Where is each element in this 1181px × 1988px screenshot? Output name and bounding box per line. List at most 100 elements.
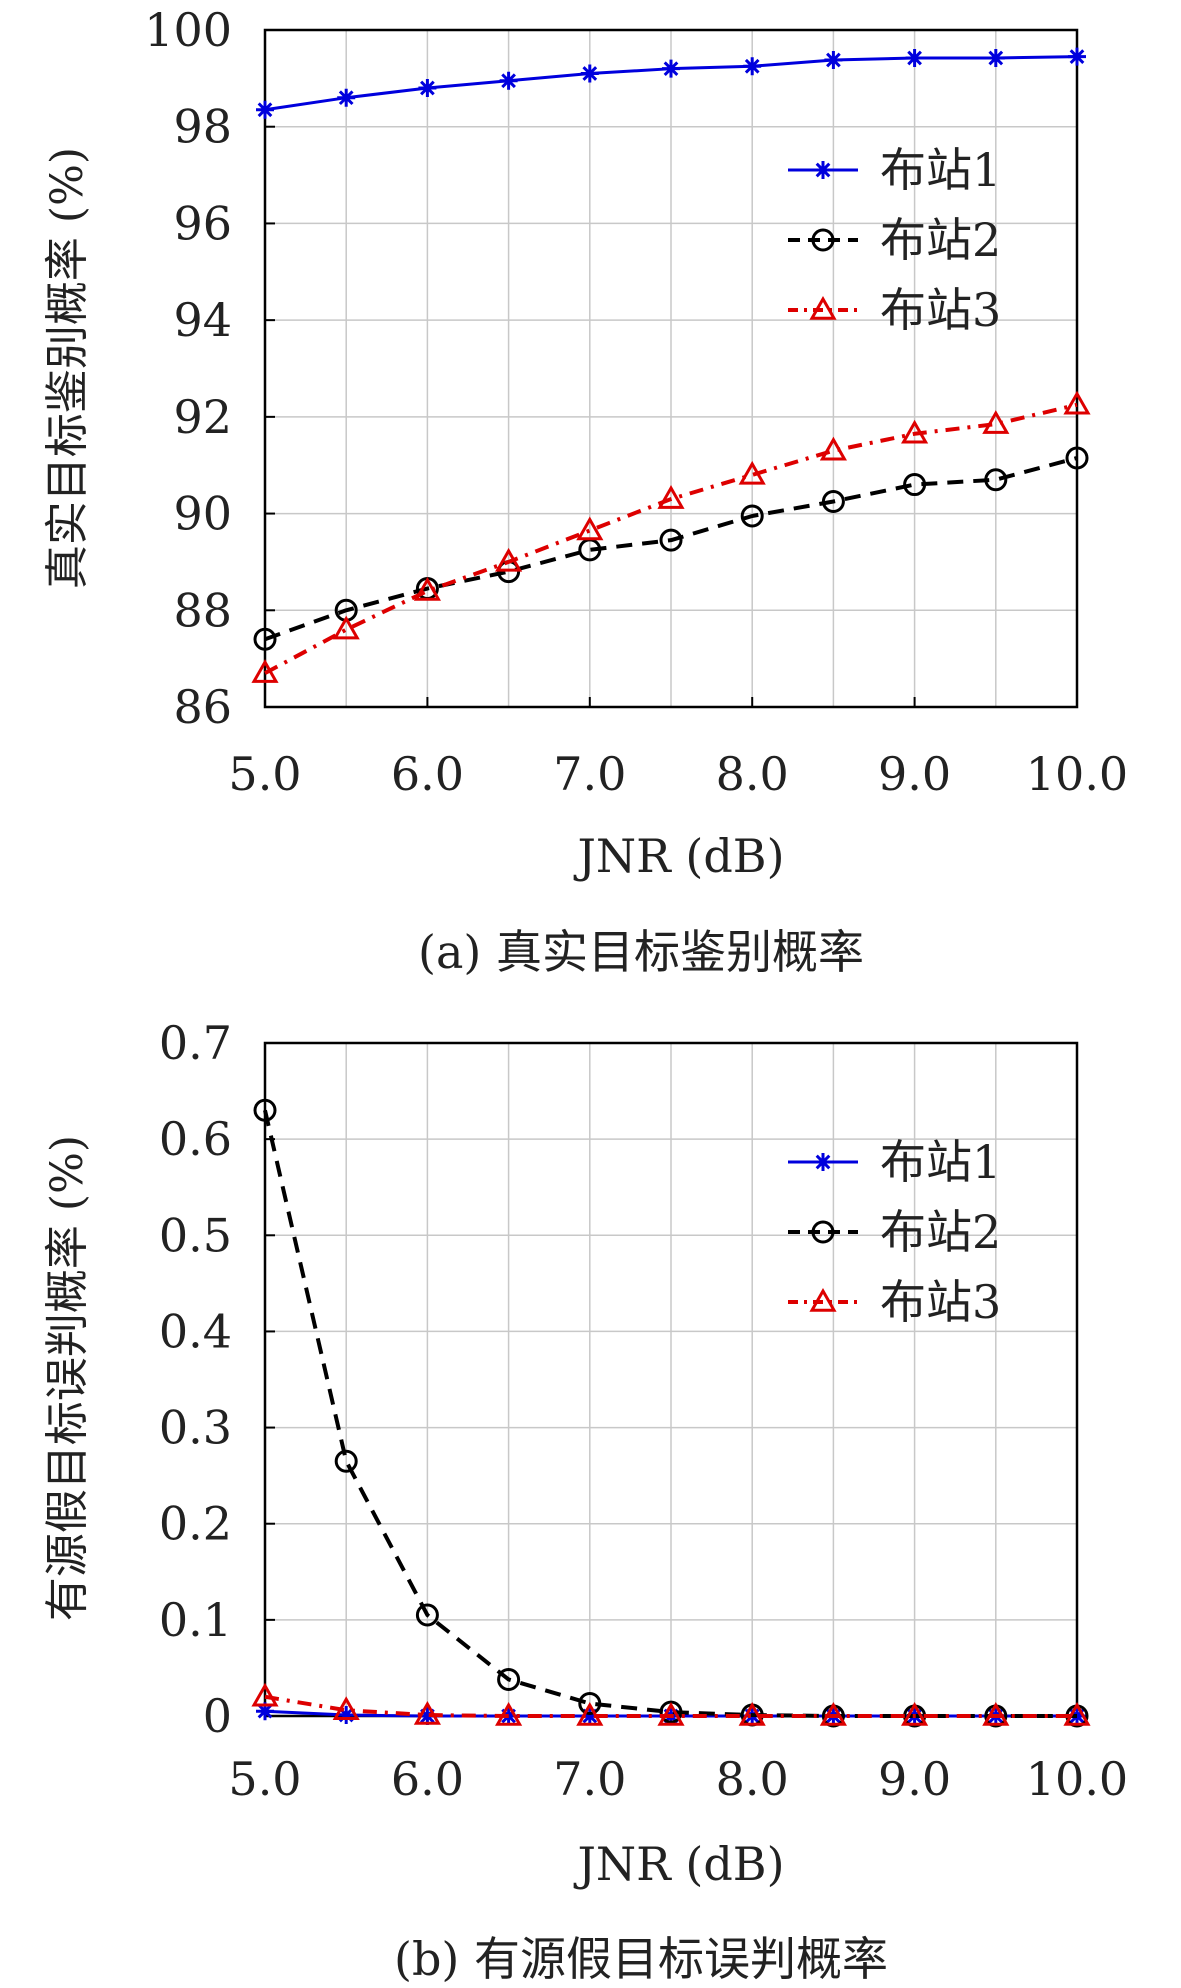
- legend-marker: [814, 1153, 832, 1171]
- y-tick-label: 0.4: [159, 1304, 232, 1358]
- data-point: [982, 1701, 1010, 1726]
- chart-a: 5.0 6.0 7.0 8.0 9.0 10.0 86 88 90 92 94 96 98 100 JNR …: [42, 3, 1128, 979]
- data-point: [901, 419, 929, 444]
- x-tick-label: 6.0: [391, 1752, 464, 1806]
- data-point: [982, 410, 1010, 434]
- data-point: [984, 468, 1008, 492]
- data-point: [253, 1098, 277, 1122]
- y-tick-label: 92: [173, 390, 232, 444]
- data-point: [903, 473, 927, 497]
- y-tick-label: 90: [173, 487, 232, 541]
- x-tick-label: 9.0: [878, 747, 951, 801]
- x-tick-label: 6.0: [391, 747, 464, 801]
- legend-label: 布站1: [880, 1135, 1001, 1189]
- series-3: [251, 1682, 1091, 1726]
- data-point: [659, 528, 683, 552]
- data-point: [256, 100, 274, 119]
- figure-caption: (a) 真实目标鉴别概率: [418, 925, 864, 979]
- data-point: [1063, 390, 1091, 415]
- series-3: [251, 390, 1091, 683]
- y-axis-label: 有源假目标误判概率 (%): [42, 1135, 93, 1621]
- data-point: [495, 1701, 523, 1726]
- data-point: [578, 1692, 602, 1716]
- data-point: [334, 1449, 358, 1473]
- data-point: [580, 1707, 599, 1725]
- y-tick-label: 98: [173, 100, 232, 154]
- data-point: [418, 79, 437, 98]
- y-tick-label: 0.3: [159, 1401, 232, 1455]
- legend-marker: [814, 161, 832, 179]
- data-point: [986, 49, 1005, 68]
- series-line: [263, 1109, 1077, 1718]
- data-point: [743, 57, 762, 76]
- data-point: [332, 1696, 360, 1720]
- y-tick-label: 0.2: [159, 1497, 232, 1551]
- data-point: [413, 576, 441, 601]
- y-tick-label: 88: [173, 583, 232, 637]
- data-point: [821, 489, 845, 513]
- series-1: [256, 47, 1086, 119]
- legend-label: 布站2: [880, 1205, 1001, 1259]
- figure-caption: (b) 有源假目标误判概率: [394, 1932, 888, 1986]
- data-point: [819, 436, 847, 461]
- data-point: [819, 1701, 847, 1726]
- data-point: [738, 1701, 766, 1726]
- x-axis-label: JNR (dB): [573, 829, 784, 883]
- legend: 布站1 布站2 布站3: [788, 1135, 1001, 1329]
- series-line: [264, 402, 1078, 675]
- series-line: [264, 456, 1078, 642]
- series-line: [264, 1694, 1077, 1718]
- data-point: [1068, 47, 1086, 66]
- y-tick-label: 0.6: [159, 1112, 232, 1166]
- data-point: [901, 1701, 929, 1726]
- legend-label: 布站1: [880, 143, 1001, 197]
- y-tick-label: 0: [203, 1689, 232, 1743]
- x-tick-label: 8.0: [716, 747, 789, 801]
- legend-label: 布站3: [880, 283, 1001, 337]
- legend-marker: [811, 1220, 835, 1244]
- x-tick-label: 7.0: [553, 747, 626, 801]
- y-tick-label: 0.5: [159, 1208, 232, 1262]
- data-point: [499, 71, 518, 90]
- x-tick-label: 10.0: [1026, 1752, 1128, 1806]
- gridlines: [264, 29, 1078, 708]
- legend-marker: [809, 1287, 837, 1312]
- x-tick-label: 10.0: [1026, 747, 1128, 801]
- data-point: [253, 627, 277, 651]
- y-axis-label: 真实目标鉴别概率 (%): [42, 147, 93, 589]
- data-point: [251, 659, 279, 683]
- data-point: [337, 88, 356, 107]
- y-tick-label: 94: [173, 293, 232, 347]
- y-tick-label: 0.7: [159, 1016, 232, 1070]
- data-point: [418, 1707, 437, 1725]
- data-point: [1063, 1701, 1091, 1726]
- data-point: [415, 1603, 439, 1627]
- data-point: [495, 547, 523, 572]
- legend-label: 布站2: [880, 213, 1001, 267]
- data-point: [905, 49, 924, 68]
- data-point: [740, 504, 764, 528]
- y-tick-label: 96: [173, 196, 232, 250]
- chart-b: 5.0 6.0 7.0 8.0 9.0 10.0 0 0.1 0.2 0.3 0.4 0.5 0.6 0.…: [42, 1016, 1128, 1986]
- y-tick-label: 100: [144, 3, 232, 57]
- data-point: [580, 64, 599, 83]
- legend-marker: [811, 228, 835, 252]
- data-point: [662, 59, 680, 78]
- data-point: [332, 615, 360, 640]
- data-point: [251, 1682, 279, 1707]
- x-tick-label: 8.0: [716, 1752, 789, 1806]
- legend: 布站1 布站2 布站3: [788, 143, 1001, 337]
- data-point: [497, 1667, 521, 1691]
- data-point: [657, 1701, 685, 1726]
- data-point: [413, 1701, 441, 1725]
- data-point: [824, 50, 843, 69]
- x-tick-label: 9.0: [878, 1752, 951, 1806]
- series-2: [253, 446, 1089, 651]
- y-tick-label: 86: [173, 680, 232, 734]
- data-point: [576, 516, 604, 541]
- x-tick-label: 7.0: [553, 1752, 626, 1806]
- data-point: [657, 485, 685, 509]
- data-point: [738, 460, 766, 485]
- data-point: [576, 1701, 604, 1726]
